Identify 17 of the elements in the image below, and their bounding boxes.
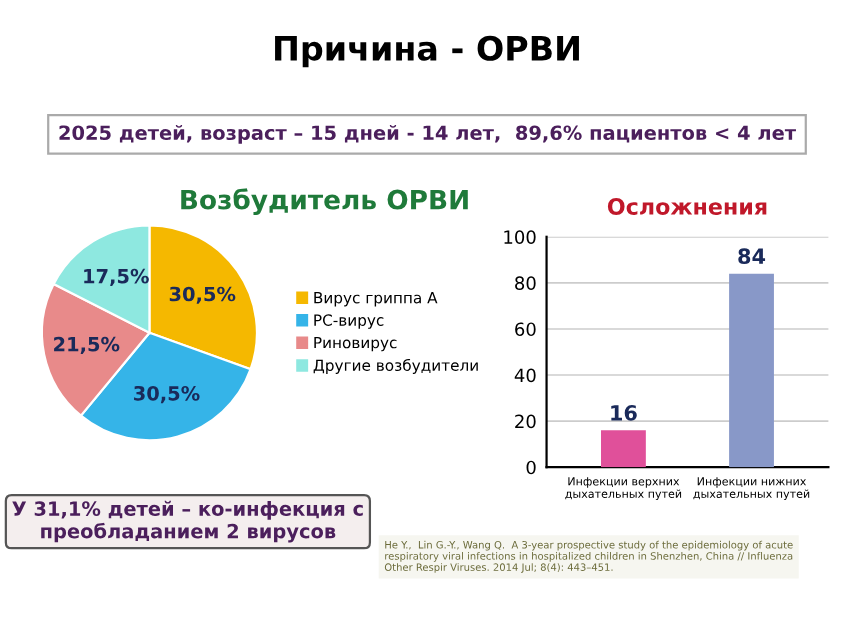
y-tick-label: 40	[514, 368, 536, 383]
chart-title: Осложнения	[607, 198, 767, 215]
y-tick-label: 80	[515, 276, 536, 290]
data-label: 30,5%	[134, 385, 200, 404]
y-tick-label: 0	[526, 460, 536, 475]
chart-title: Возбудитель ОРВИ	[181, 188, 468, 215]
text: У 31,1% детей – ко-инфекция с преобладанием 2 вирусов	[12, 500, 363, 543]
data-label: 17,5%	[84, 268, 149, 286]
data-label: 21,5%	[54, 336, 120, 355]
data-label: 84	[738, 248, 766, 265]
y-tick-label: 100	[504, 230, 536, 244]
text: Причина - ОРВИ	[275, 35, 579, 68]
data-label: 16	[611, 405, 637, 421]
text: 2025 детей, возраст – 15 дней - 14 лет, 89,6% пациентов < 4 лет	[59, 124, 796, 144]
data-label: 30,5%	[169, 286, 236, 304]
y-tick-label: 60	[515, 322, 536, 337]
y-tick-label: 20	[515, 414, 536, 429]
